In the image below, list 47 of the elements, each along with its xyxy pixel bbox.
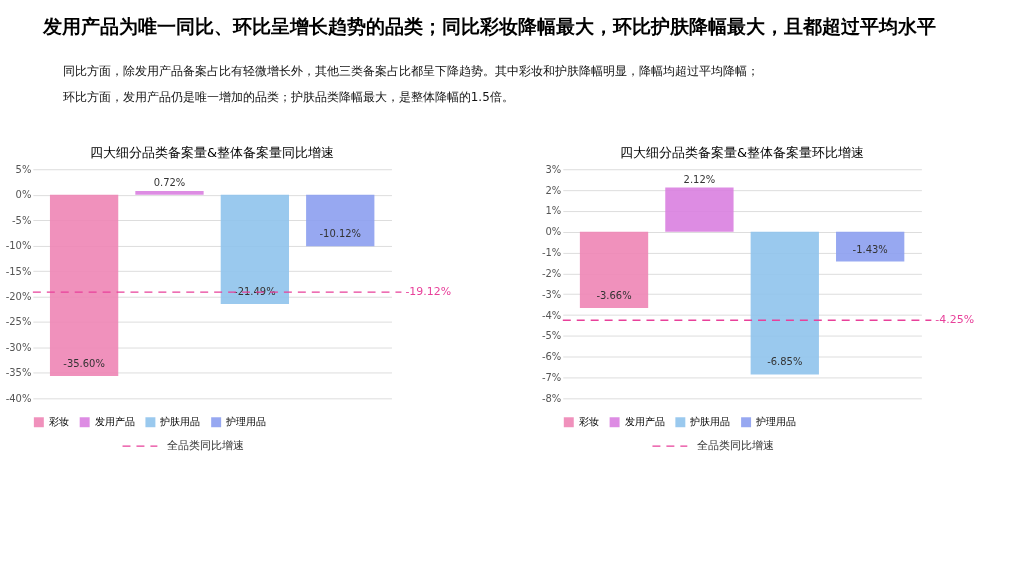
y-tick-label: 2% (545, 184, 562, 196)
data-label: -6.85% (767, 356, 803, 368)
y-tick-label: -7% (541, 372, 562, 383)
y-tick-label: 1% (545, 205, 562, 217)
y-tick-label: -4% (541, 309, 562, 321)
y-tick-label: -35% (5, 367, 32, 379)
data-label: -3.66% (596, 289, 632, 301)
data-label: 0.72% (153, 177, 186, 189)
y-tick-label: -40% (5, 392, 32, 404)
y-tick-label: 0% (15, 189, 32, 201)
ref-line-label: -4.25% (935, 313, 975, 327)
text: 同比方面，除发用产品备案占比有轻微增长外，其他三类备案占比都呈下降趋势。其中彩妆和护肤降幅明显，降幅均超过平均降幅； (62, 63, 759, 78)
legend-label: 护理用品 (755, 416, 797, 428)
y-tick-label: -10% (5, 240, 32, 252)
legend-label: 护肤用品 (689, 416, 731, 428)
y-tick-label: -20% (5, 291, 32, 302)
data-label: -21.49% (234, 286, 276, 298)
y-tick-label: -15% (5, 265, 32, 277)
legend-label: 护肤用品 (159, 416, 201, 428)
legend-label: 护理用品 (225, 416, 267, 428)
y-tick-label: 0% (545, 226, 562, 238)
data-label: -35.60% (63, 357, 105, 369)
text: 全品类同比增速 (167, 439, 245, 453)
y-tick-label: 5% (15, 163, 32, 175)
legend-label: 彩妆 (578, 416, 599, 428)
chart-title: 四大细分品类备案量&整体备案量同比增速 (90, 145, 335, 161)
y-tick-label: 3% (545, 163, 562, 175)
data-label: -1.43% (852, 243, 888, 255)
text: 发用产品为唯一同比、环比呈增长趋势的品类；同比彩妆降幅最大，环比护肤降幅最大，且都超过平均水平 (41, 14, 936, 37)
y-tick-label: -25% (5, 316, 32, 328)
data-label: -10.12% (319, 228, 362, 240)
y-tick-label: -1% (541, 247, 562, 259)
chart-title: 四大细分品类备案量&整体备案量环比增速 (620, 145, 865, 161)
data-label: 2.12% (683, 173, 716, 185)
y-tick-label: -5% (541, 330, 562, 342)
y-tick-label: -3% (541, 288, 562, 300)
ref-line-label: -19.12% (405, 285, 452, 299)
y-tick-label: -6% (541, 351, 562, 363)
y-tick-label: -5% (11, 214, 32, 226)
legend-label: 发用产品 (624, 416, 665, 428)
legend-label: 发用产品 (94, 416, 135, 428)
y-tick-label: -8% (541, 392, 562, 404)
legend-label: 彩妆 (48, 416, 69, 428)
text: 环比方面，发用产品仍是唯一增加的品类；护肤品类降幅最大，是整体降幅的1.5倍。 (62, 89, 514, 104)
text: 全品类同比增速 (697, 439, 775, 453)
y-tick-label: -30% (5, 341, 32, 353)
y-tick-label: -2% (541, 267, 562, 279)
